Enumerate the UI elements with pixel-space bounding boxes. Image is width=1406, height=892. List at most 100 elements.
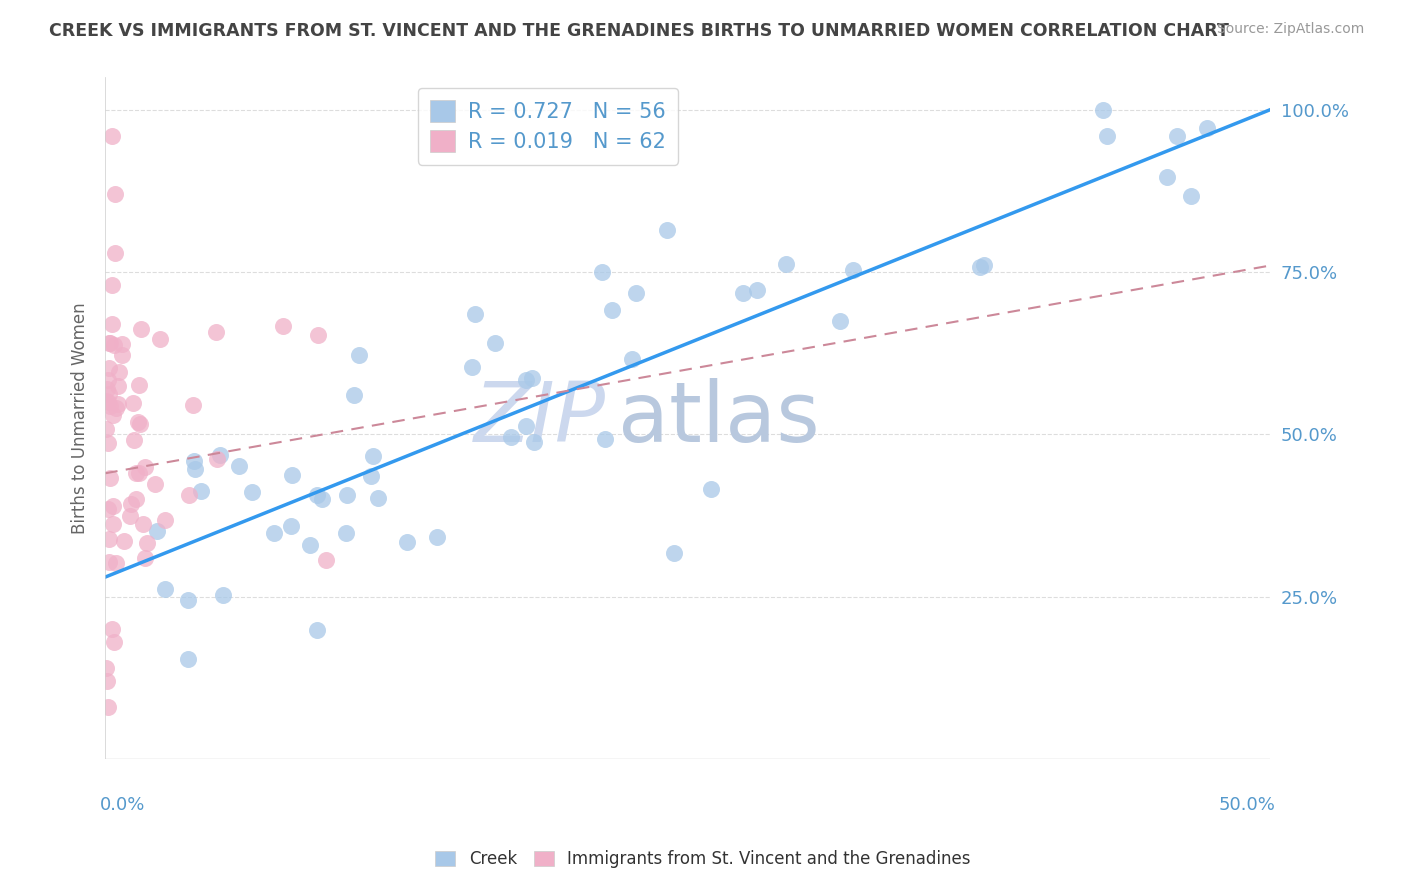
- Point: [143, 476, 166, 491]
- Point: [127, 415, 149, 429]
- Point: [183, 462, 205, 476]
- Point: [103, 635, 125, 649]
- Point: [624, 285, 647, 300]
- Legend: R = 0.727   N = 56, R = 0.019   N = 62: R = 0.727 N = 56, R = 0.019 N = 62: [418, 87, 678, 165]
- Point: [112, 534, 135, 549]
- Point: [135, 536, 157, 550]
- Point: [305, 623, 328, 637]
- Point: [101, 278, 124, 293]
- Text: atlas: atlas: [617, 377, 820, 458]
- Point: [181, 398, 204, 412]
- Point: [342, 388, 364, 402]
- Point: [108, 365, 131, 379]
- Point: [105, 556, 128, 570]
- Point: [103, 338, 125, 352]
- Point: [830, 314, 852, 328]
- Point: [97, 373, 120, 387]
- Y-axis label: Births to Unmarried Women: Births to Unmarried Women: [72, 302, 89, 534]
- Point: [973, 258, 995, 272]
- Point: [128, 378, 150, 392]
- Point: [97, 435, 120, 450]
- Point: [103, 517, 125, 532]
- Point: [177, 652, 200, 666]
- Point: [149, 332, 172, 346]
- Point: [128, 466, 150, 480]
- Point: [360, 469, 382, 483]
- Point: [461, 359, 484, 374]
- Point: [361, 449, 384, 463]
- Point: [591, 265, 613, 279]
- Point: [700, 482, 723, 496]
- Point: [1180, 189, 1202, 203]
- Point: [103, 408, 125, 422]
- Point: [280, 519, 302, 533]
- Point: [107, 379, 129, 393]
- Point: [281, 468, 304, 483]
- Point: [98, 335, 121, 350]
- Point: [97, 699, 120, 714]
- Point: [336, 488, 359, 502]
- Point: [593, 433, 616, 447]
- Point: [128, 417, 150, 431]
- Point: [104, 401, 127, 416]
- Point: [124, 467, 146, 481]
- Point: [747, 283, 769, 297]
- Point: [211, 588, 233, 602]
- Point: [205, 451, 228, 466]
- Text: 0.0%: 0.0%: [100, 797, 145, 814]
- Point: [464, 307, 486, 321]
- Point: [134, 551, 156, 566]
- Point: [731, 286, 754, 301]
- Point: [98, 471, 121, 485]
- Point: [315, 553, 337, 567]
- Point: [228, 458, 250, 473]
- Point: [124, 491, 146, 506]
- Point: [98, 532, 121, 546]
- Point: [657, 223, 679, 237]
- Point: [190, 483, 212, 498]
- Point: [100, 622, 122, 636]
- Point: [98, 361, 121, 376]
- Point: [111, 337, 134, 351]
- Text: CREEK VS IMMIGRANTS FROM ST. VINCENT AND THE GRENADINES BIRTHS TO UNMARRIED WOME: CREEK VS IMMIGRANTS FROM ST. VINCENT AND…: [49, 22, 1229, 40]
- Point: [111, 348, 134, 362]
- Point: [96, 382, 118, 396]
- Point: [131, 322, 153, 336]
- Point: [103, 245, 125, 260]
- Point: [208, 448, 231, 462]
- Point: [96, 673, 118, 688]
- Point: [155, 582, 177, 596]
- Point: [515, 373, 537, 387]
- Point: [1195, 120, 1218, 135]
- Text: 50.0%: 50.0%: [1219, 797, 1275, 814]
- Point: [1095, 128, 1118, 143]
- Point: [101, 499, 124, 513]
- Point: [515, 418, 537, 433]
- Point: [122, 396, 145, 410]
- Point: [311, 491, 333, 506]
- Point: [120, 508, 142, 523]
- Point: [96, 661, 118, 675]
- Point: [842, 263, 865, 277]
- Point: [177, 593, 200, 607]
- Point: [271, 318, 294, 333]
- Point: [103, 187, 125, 202]
- Point: [1091, 103, 1114, 117]
- Point: [100, 317, 122, 331]
- Point: [100, 399, 122, 413]
- Point: [122, 433, 145, 447]
- Point: [153, 513, 176, 527]
- Point: [97, 501, 120, 516]
- Point: [484, 335, 506, 350]
- Point: [204, 325, 226, 339]
- Point: [307, 328, 329, 343]
- Point: [662, 546, 685, 560]
- Legend: Creek, Immigrants from St. Vincent and the Grenadines: Creek, Immigrants from St. Vincent and t…: [429, 844, 977, 875]
- Point: [307, 488, 329, 502]
- Point: [501, 430, 523, 444]
- Point: [426, 530, 449, 544]
- Point: [96, 393, 118, 408]
- Text: ZIP: ZIP: [474, 377, 606, 458]
- Point: [98, 386, 121, 401]
- Point: [97, 395, 120, 409]
